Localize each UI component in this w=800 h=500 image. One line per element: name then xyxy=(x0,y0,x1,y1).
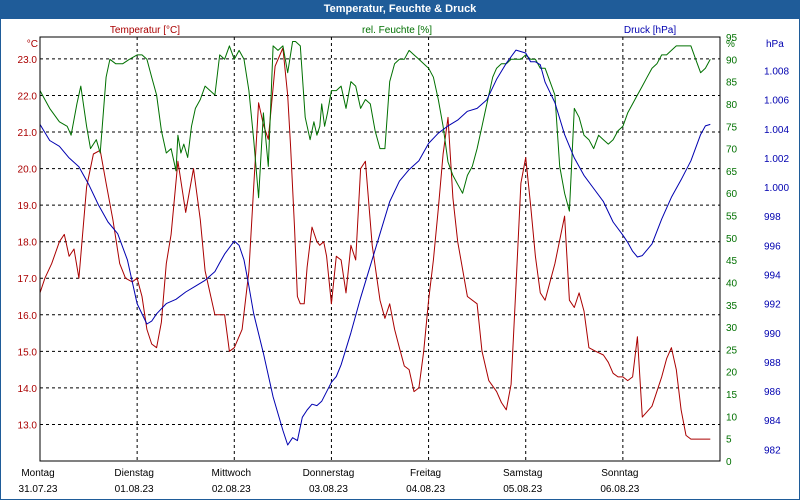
temperature-tick-label: 21.0 xyxy=(18,128,38,139)
pressure-tick-label: 984 xyxy=(764,416,781,427)
humidity-tick-label: 80 xyxy=(726,100,738,111)
temperature-tick-label: 16.0 xyxy=(18,311,38,322)
temperature-tick-label: 17.0 xyxy=(18,274,38,285)
grid-lines xyxy=(40,37,720,461)
axis-labels: 23.0 22.0 21.0 20.0 19.0 18.0 17.0 16.0 15.0 14.0… xyxy=(18,25,790,495)
temperature-tick-label: 23.0 xyxy=(18,55,38,66)
pressure-tick-label: 1.008 xyxy=(764,67,789,78)
temperature-tick-label: 15.0 xyxy=(18,347,38,358)
pressure-tick-label: 990 xyxy=(764,329,781,340)
humidity-tick-label: 45 xyxy=(726,256,738,267)
x-tick-date-label: 06.08.23 xyxy=(600,484,639,495)
pressure-tick-label: 996 xyxy=(764,241,781,252)
humidity-tick-label: 75 xyxy=(726,122,738,133)
x-tick-day-label: Sonntag xyxy=(601,468,638,479)
temperature-line xyxy=(39,47,711,440)
pressure-tick-label: 994 xyxy=(764,270,781,281)
x-tick-date-label: 31.07.23 xyxy=(19,484,58,495)
humidity-tick-label: 70 xyxy=(726,145,738,156)
pressure-line xyxy=(39,49,711,446)
temperature-unit-label: °C xyxy=(27,39,38,50)
humidity-tick-label: 55 xyxy=(726,212,738,223)
window-title: Temperatur, Feuchte & Druck xyxy=(0,0,800,19)
temperature-tick-label: 19.0 xyxy=(18,201,38,212)
pressure-tick-label: 988 xyxy=(764,358,781,369)
x-tick-day-label: Mittwoch xyxy=(212,468,251,479)
humidity-tick-label: 5 xyxy=(726,435,732,446)
temperature-series-label: Temperatur [°C] xyxy=(110,25,180,36)
pressure-tick-label: 998 xyxy=(764,212,781,223)
humidity-tick-label: 30 xyxy=(726,323,738,334)
pressure-series-label: Druck [hPa] xyxy=(624,25,676,36)
pressure-tick-label: 1.000 xyxy=(764,183,789,194)
x-tick-day-label: Freitag xyxy=(410,468,441,479)
x-tick-date-label: 01.08.23 xyxy=(115,484,154,495)
pressure-tick-label: 992 xyxy=(764,300,781,311)
humidity-tick-label: 35 xyxy=(726,301,738,312)
temperature-tick-label: 22.0 xyxy=(18,91,38,102)
x-tick-date-label: 03.08.23 xyxy=(309,484,348,495)
humidity-tick-label: 20 xyxy=(726,368,738,379)
temperature-tick-label: 13.0 xyxy=(18,420,38,431)
humidity-tick-label: 0 xyxy=(726,457,732,468)
humidity-tick-label: 25 xyxy=(726,345,738,356)
humidity-series-label: rel. Feuchte [%] xyxy=(362,25,432,36)
humidity-tick-label: 85 xyxy=(726,78,738,89)
temperature-tick-label: 14.0 xyxy=(18,384,38,395)
series-lines xyxy=(39,41,711,446)
humidity-tick-label: 60 xyxy=(726,189,738,200)
x-tick-day-label: Donnerstag xyxy=(303,468,355,479)
temperature-tick-label: 18.0 xyxy=(18,238,38,249)
humidity-tick-label: 15 xyxy=(726,390,738,401)
humidity-unit-label: % xyxy=(726,39,735,50)
x-tick-day-label: Montag xyxy=(21,468,54,479)
humidity-tick-label: 50 xyxy=(726,234,738,245)
humidity-line xyxy=(39,41,711,212)
pressure-tick-label: 1.006 xyxy=(764,96,789,107)
pressure-tick-label: 982 xyxy=(764,445,781,456)
pressure-unit-label: hPa xyxy=(766,39,784,50)
x-tick-day-label: Dienstag xyxy=(114,468,153,479)
humidity-tick-label: 65 xyxy=(726,167,738,178)
pressure-tick-label: 1.002 xyxy=(764,154,789,165)
x-tick-day-label: Samstag xyxy=(503,468,542,479)
plot-border xyxy=(39,36,721,462)
pressure-tick-label: 1.004 xyxy=(764,125,789,136)
humidity-tick-label: 40 xyxy=(726,278,738,289)
humidity-tick-label: 90 xyxy=(726,55,738,66)
pressure-tick-label: 986 xyxy=(764,387,781,398)
humidity-tick-label: 10 xyxy=(726,412,738,423)
humidity-tick-label: 95 xyxy=(726,33,738,44)
x-tick-date-label: 02.08.23 xyxy=(212,484,251,495)
temperature-tick-label: 20.0 xyxy=(18,165,38,176)
x-tick-date-label: 04.08.23 xyxy=(406,484,445,495)
x-tick-date-label: 05.08.23 xyxy=(503,484,542,495)
